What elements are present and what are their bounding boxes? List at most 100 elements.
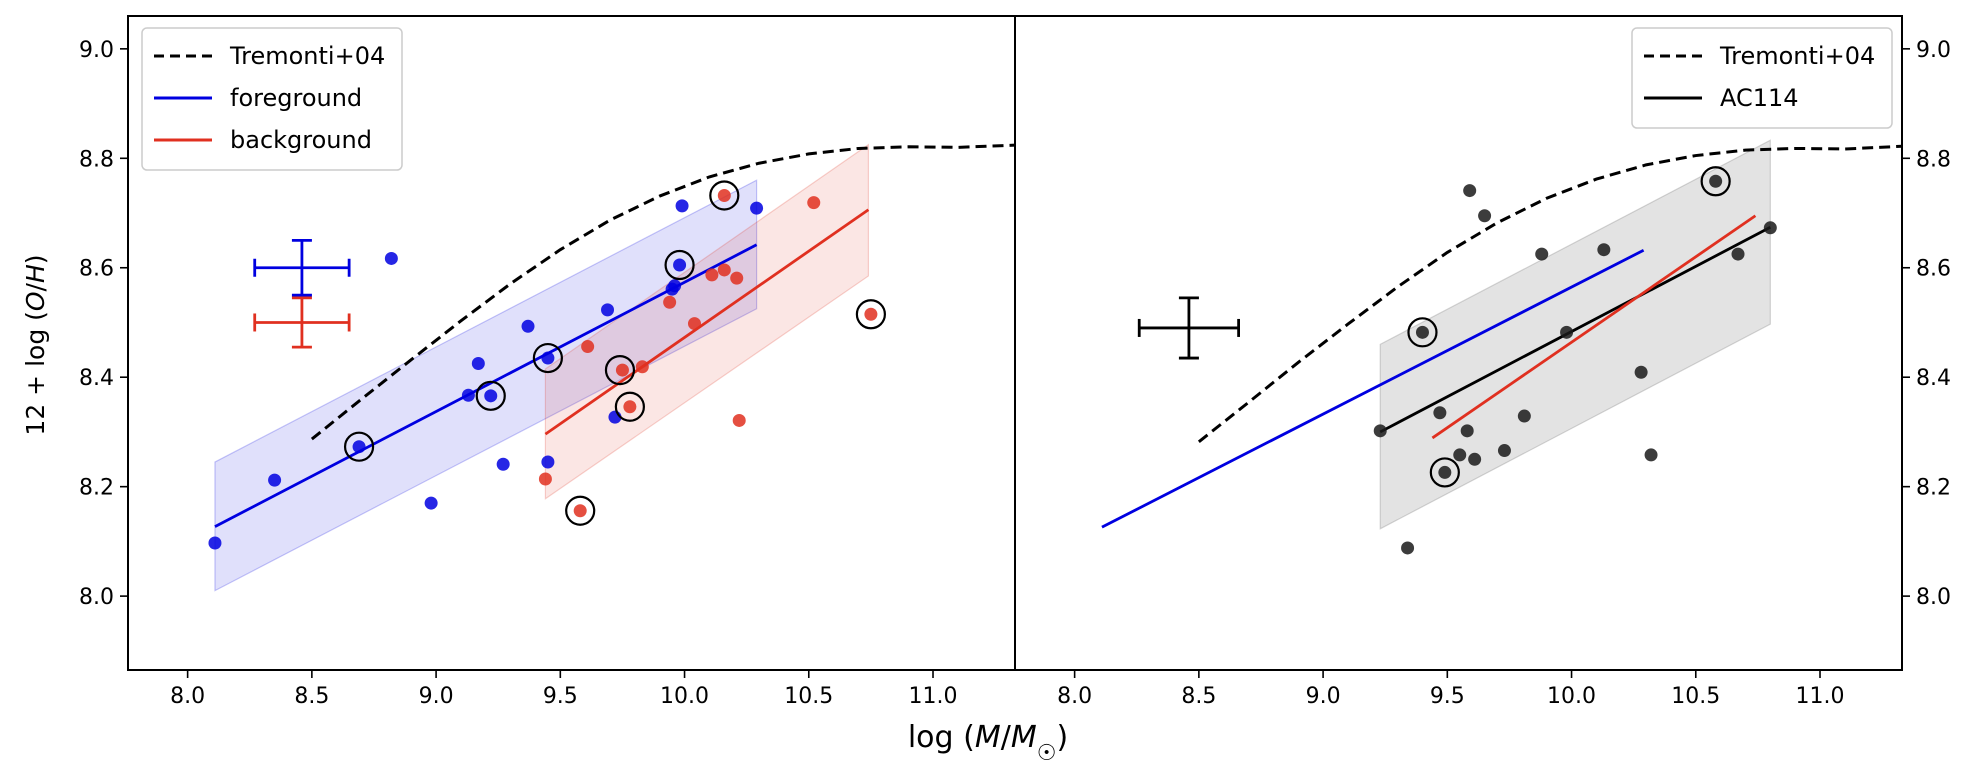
- x-axis-title: log (M/M☉): [908, 720, 1068, 760]
- y-tick-label: 9.0: [79, 38, 114, 63]
- plot-area: [208, 143, 1015, 592]
- curve-tremonti-line-0: [310, 143, 1015, 441]
- scatter-point-background: [687, 317, 701, 331]
- y-tick-label: 9.0: [1916, 38, 1951, 63]
- scatter-point-ac114: [1460, 424, 1474, 438]
- scatter-point-foreground: [675, 199, 689, 213]
- scatter-point-foreground: [673, 258, 687, 272]
- scatter-point-ac114: [1517, 409, 1531, 423]
- scatter-point-foreground: [541, 455, 555, 469]
- scatter-point-background: [663, 295, 677, 309]
- scatter-point-ac114: [1497, 444, 1511, 458]
- scatter-point-foreground: [352, 440, 366, 454]
- scatter-point-foreground: [484, 389, 498, 403]
- right-panel: 8.0 8.5 9.0 9.5 10.0 10.5 11.0 8.0 8.2 8.4 8.6 8.8 9…: [1014, 15, 1951, 709]
- scatter-point-ac114: [1438, 465, 1452, 479]
- legend-label: background: [230, 126, 372, 154]
- x-tick-label: 8.5: [1181, 684, 1216, 709]
- fit-line-ac114: [1379, 226, 1771, 434]
- x-tick-label: 10.0: [660, 684, 709, 709]
- scatter-point-ac114: [1644, 448, 1658, 462]
- scatter-point-ring: [565, 495, 596, 526]
- y-tick-label: 8.6: [79, 257, 114, 282]
- scatter-point-ring: [604, 354, 636, 386]
- scatter-point-ac114: [1463, 184, 1477, 198]
- scatter-point-ring: [855, 299, 886, 330]
- scatter-point-background: [635, 360, 649, 374]
- x-tick-label: 8.0: [170, 684, 205, 709]
- y-tick-label: 8.4: [79, 366, 114, 391]
- scatter-point-ac114: [1468, 452, 1482, 466]
- x-tick-label: 9.5: [1430, 684, 1465, 709]
- x-tick-label: 10.5: [784, 684, 833, 709]
- scatter-point-ring: [532, 342, 563, 374]
- scatter-point-ring: [664, 249, 695, 281]
- scatter-point-ac114: [1634, 365, 1648, 379]
- scatter-point-ac114: [1373, 424, 1387, 438]
- scatter-point-foreground: [384, 251, 398, 265]
- scatter-point-ring: [709, 180, 740, 211]
- legend-box: [1631, 27, 1893, 129]
- y-tick-label: 8.0: [1916, 585, 1951, 610]
- scatter-point-ring: [1407, 317, 1438, 348]
- y-tick-label: 8.2: [1916, 476, 1951, 501]
- x-tick-label: 11.0: [1796, 684, 1845, 709]
- scatter-point-ac114: [1709, 174, 1723, 188]
- scatter-point-foreground: [750, 201, 764, 215]
- scatter-point-ac114: [1415, 325, 1429, 339]
- scatter-point-ac114: [1560, 325, 1574, 339]
- curve-tremonti-line-0: [1197, 144, 1902, 443]
- x-tick-label: 11.0: [909, 684, 958, 709]
- scatter-point-ac114: [1763, 221, 1777, 235]
- scatter-point-foreground: [521, 319, 535, 333]
- legend: Tremonti+04 foreground background: [141, 27, 403, 171]
- scatter-point-foreground: [268, 473, 282, 487]
- x-tick-label: 10.5: [1671, 684, 1720, 709]
- y-tick-label: 8.8: [79, 147, 114, 172]
- scatter-point-background: [717, 263, 731, 277]
- scatter-point-background: [623, 400, 637, 414]
- scatter-point-background: [730, 271, 744, 285]
- scatter-point-background: [573, 504, 587, 518]
- x-tick-label: 8.0: [1057, 684, 1092, 709]
- scatter-point-foreground: [496, 457, 510, 471]
- scatter-point-background: [732, 413, 746, 427]
- scatter-point-ac114: [1478, 209, 1492, 223]
- legend-label: foreground: [230, 84, 362, 112]
- y-tick-label: 8.0: [79, 585, 114, 610]
- error-bar-background: [253, 296, 351, 349]
- legend-box: [141, 27, 403, 171]
- fit-line-foreground: [1101, 248, 1645, 529]
- scatter-point-background: [807, 196, 821, 210]
- y-tick-label: 8.8: [1916, 147, 1951, 172]
- legend-label: Tremonti+04: [1719, 42, 1875, 70]
- fit-line-background: [544, 208, 870, 436]
- scatter-point-foreground: [461, 388, 475, 402]
- left-panel: 8.0 8.5 9.0 9.5 10.0 10.5 11.0 8.0 8.2 8.4 8.6 8.8 9…: [79, 15, 1016, 709]
- scatter-point-ac114: [1401, 541, 1415, 555]
- legend-label: AC114: [1720, 84, 1799, 112]
- scatter-point-ring: [1429, 457, 1460, 488]
- scatter-point-ring: [475, 380, 506, 411]
- scatter-point-foreground: [471, 357, 485, 371]
- scatter-band-0: [1379, 139, 1771, 530]
- scatter-point-background: [864, 307, 878, 321]
- scatter-point-background: [717, 189, 731, 203]
- x-tick-label: 8.5: [294, 684, 329, 709]
- scatter-point-foreground: [541, 351, 555, 365]
- scatter-point-background: [705, 268, 719, 282]
- scatter-point-ac114: [1597, 243, 1611, 257]
- scatter-point-ring: [614, 391, 645, 422]
- scatter-point-ring: [343, 431, 375, 462]
- scatter-point-ac114: [1731, 247, 1745, 261]
- axes-frame: [1014, 15, 1903, 671]
- y-tick-label: 8.4: [1916, 366, 1951, 391]
- scatter-point-ac114: [1453, 448, 1467, 462]
- error-bar-foreground: [253, 238, 351, 297]
- y-tick-label: 8.2: [79, 476, 114, 501]
- scatter-point-background: [581, 340, 595, 354]
- legend-label: Tremonti+04: [229, 42, 385, 70]
- scatter-point-foreground: [668, 279, 682, 293]
- scatter-point-background: [538, 472, 552, 486]
